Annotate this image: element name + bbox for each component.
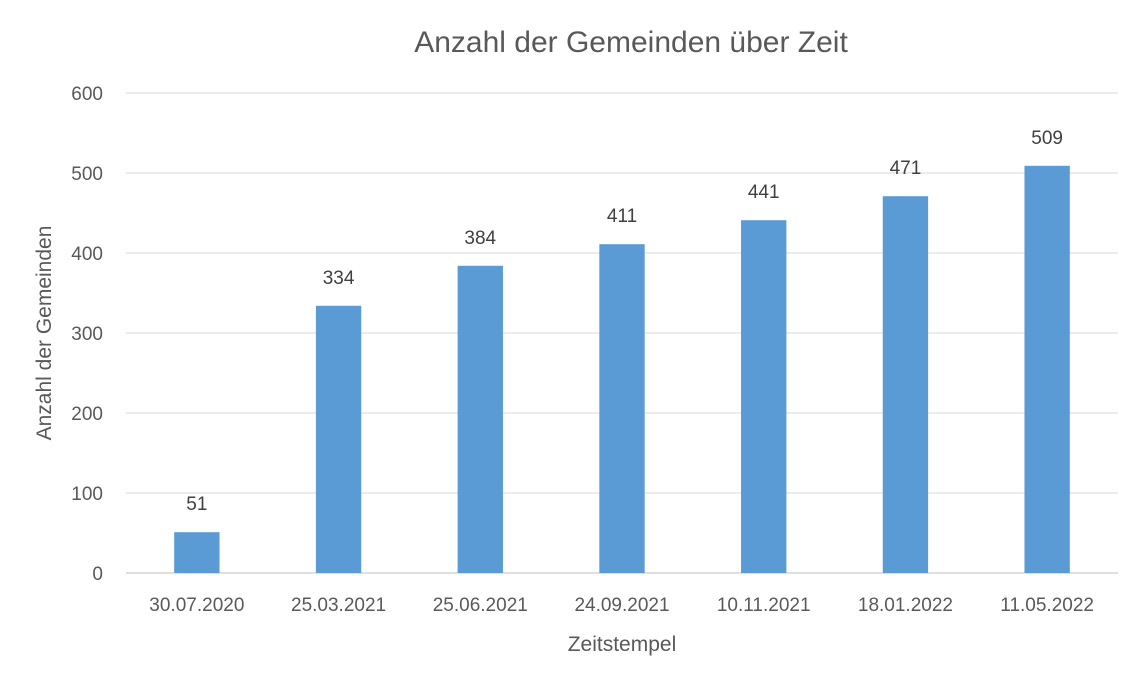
bar (1024, 165, 1070, 574)
y-tick-label: 100 (71, 484, 103, 505)
y-tick-label: 300 (71, 324, 103, 345)
chart-title: Anzahl der Gemeinden über Zeit (414, 26, 848, 59)
data-labels: 51 334 384 411 441 471 509 (186, 128, 1063, 515)
bar (315, 305, 362, 573)
bar (882, 196, 929, 573)
y-tick-label: 0 (92, 564, 103, 585)
bar (174, 532, 220, 573)
x-tick-label: 25.06.2021 (433, 595, 528, 616)
data-label: 509 (1031, 128, 1063, 149)
x-tick-label: 30.07.2020 (149, 595, 244, 616)
x-tick-label: 18.01.2022 (858, 595, 953, 616)
bar (599, 244, 645, 573)
x-tick-label: 11.05.2022 (1000, 595, 1094, 616)
data-label: 411 (607, 206, 637, 227)
y-tick-label: 500 (71, 164, 103, 185)
x-tick-label: 25.03.2021 (291, 595, 386, 616)
y-tick-label: 600 (71, 84, 103, 105)
x-axis-title: Zeitstempel (568, 633, 677, 656)
data-label: 51 (186, 494, 207, 515)
data-label: 471 (890, 158, 922, 179)
x-axis-ticks: 30.07.2020 25.03.2021 25.06.2021 24.09.2021… (149, 595, 1094, 616)
bar (741, 220, 787, 573)
x-tick-label: 24.09.2021 (574, 595, 669, 616)
y-tick-label: 200 (71, 404, 103, 425)
bar (457, 265, 503, 573)
data-label: 334 (323, 268, 355, 289)
x-tick-label: 10.11.2021 (717, 595, 811, 616)
y-axis-ticks: 0 100 200 300 400 500 600 (71, 84, 103, 585)
y-tick-label: 400 (71, 244, 103, 265)
data-label: 441 (748, 182, 780, 203)
bars (174, 165, 1070, 574)
data-label: 384 (464, 228, 496, 249)
y-axis-title: Anzahl der Gemeinden (33, 226, 56, 441)
